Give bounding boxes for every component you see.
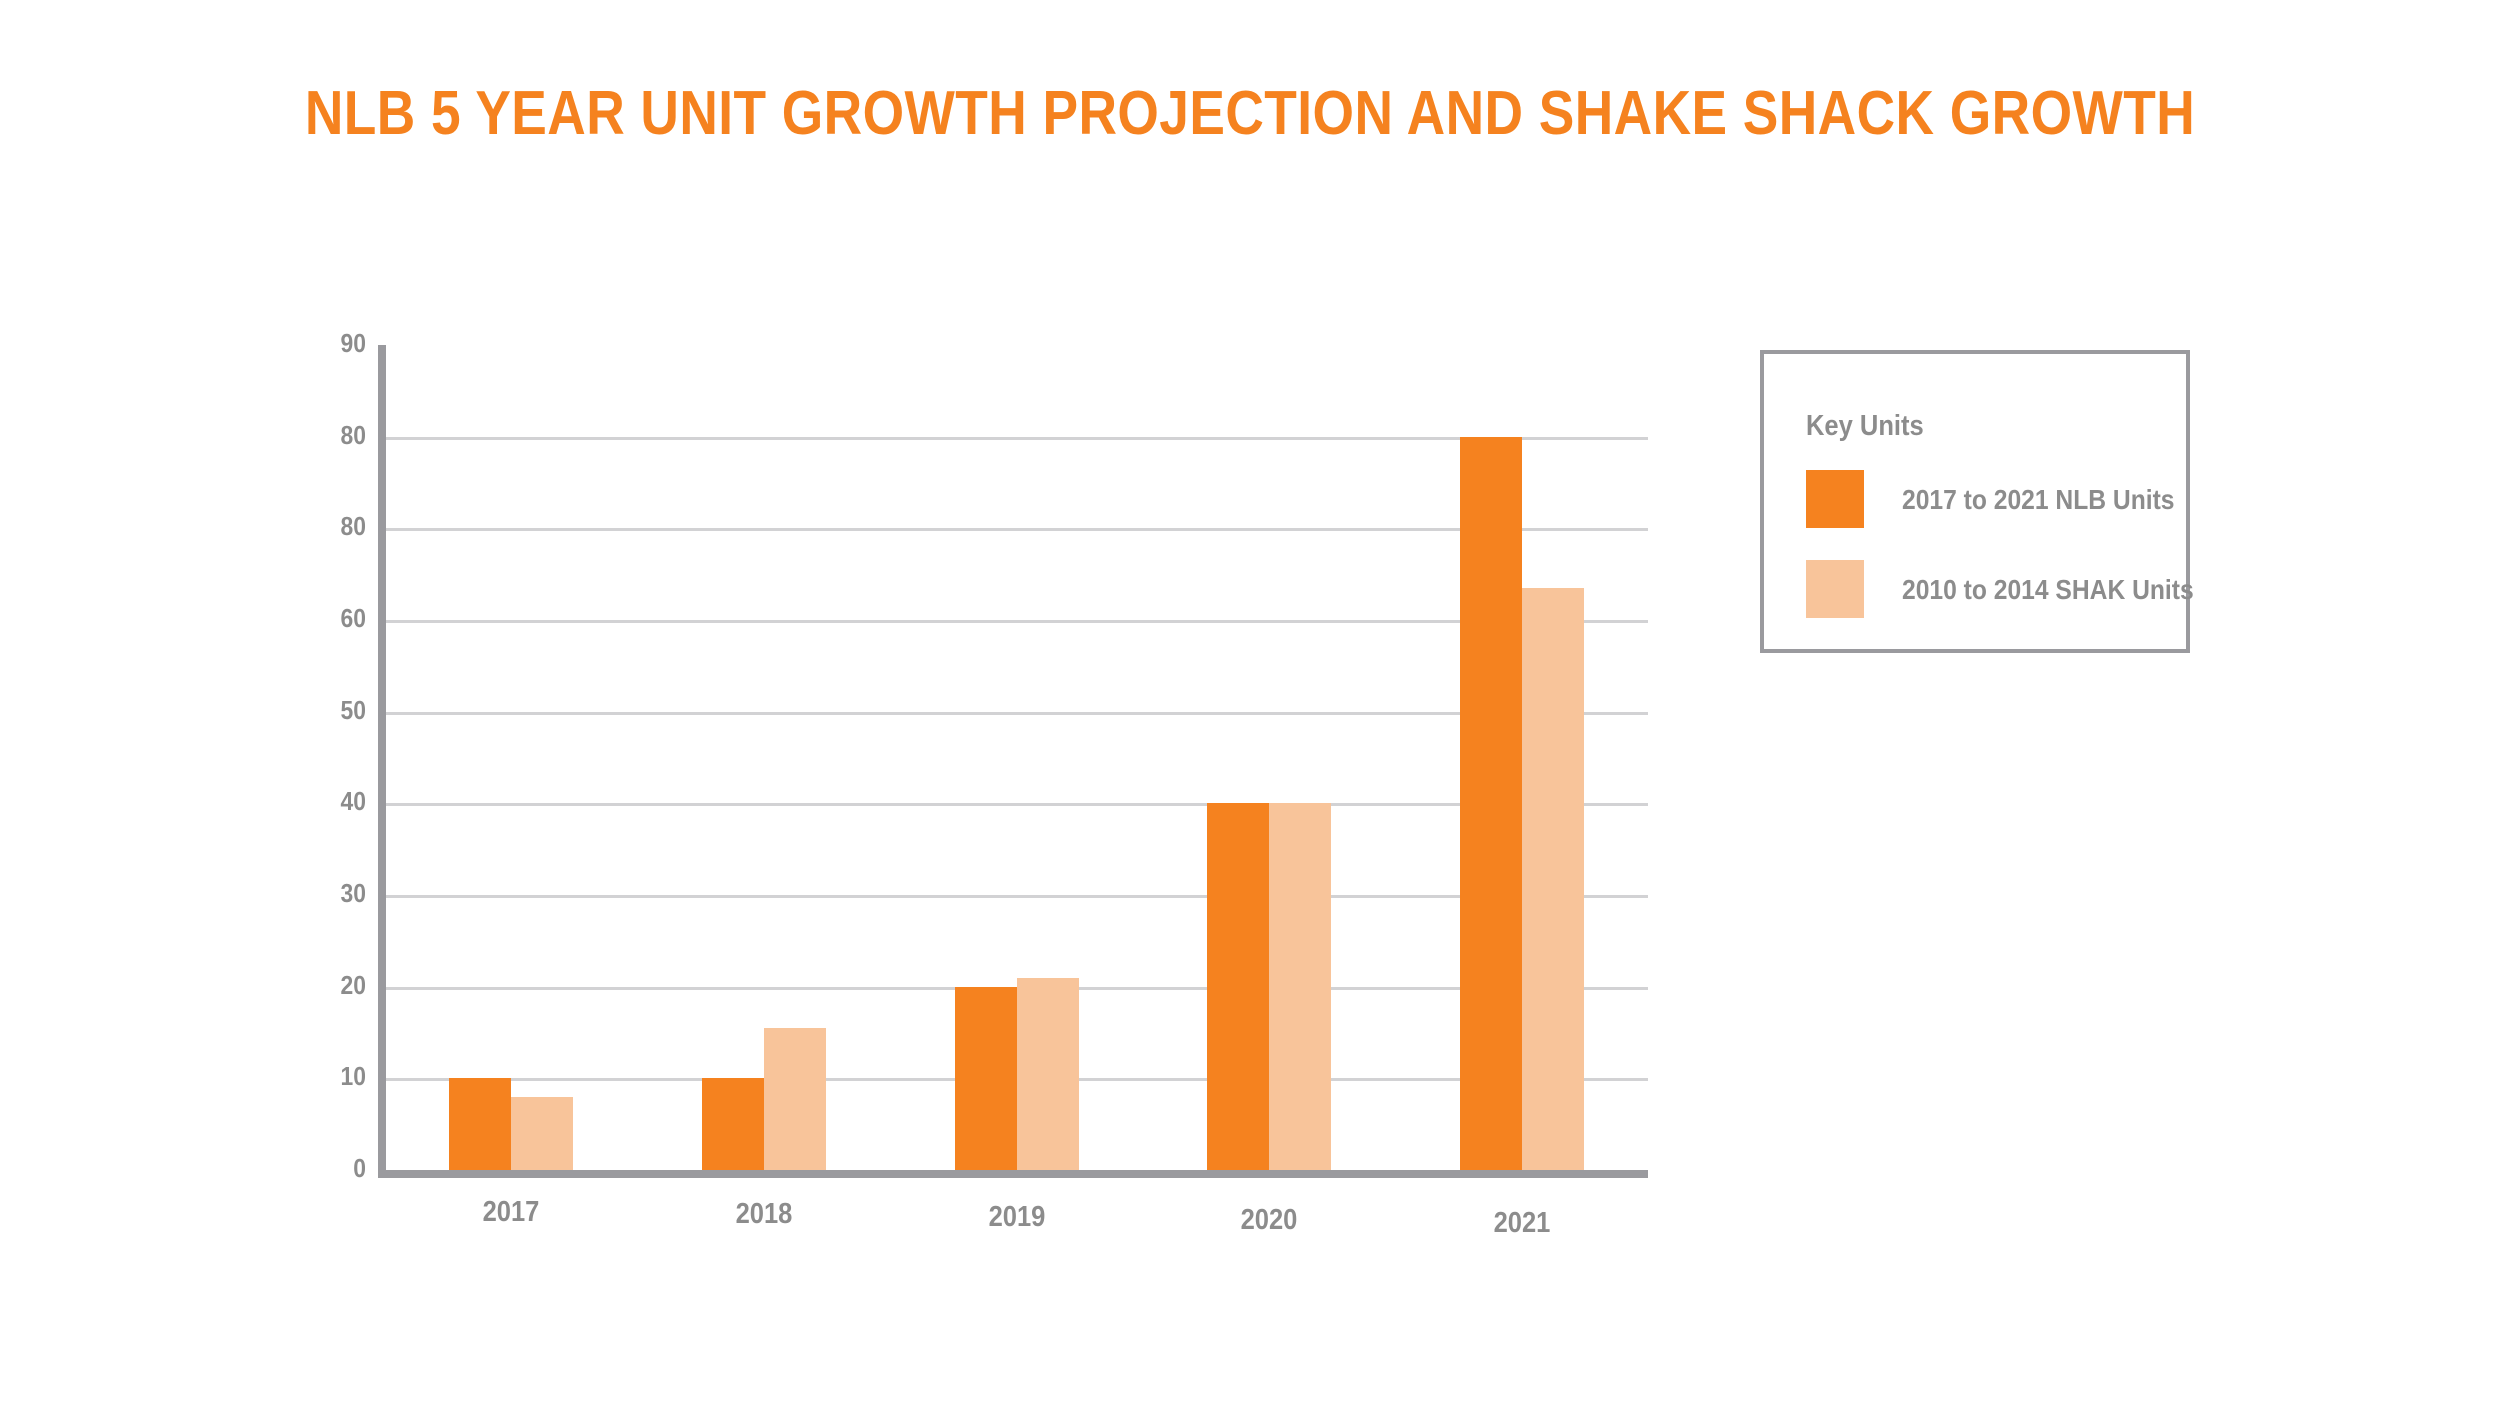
gridline: [385, 803, 1648, 807]
x-tick-label: 2017: [482, 1196, 540, 1228]
y-tick-label: 0: [353, 1153, 366, 1183]
plot-area: [385, 345, 1648, 1170]
y-tick-label: 60: [340, 603, 366, 633]
legend-label-nlb: 2017 to 2021 NLB Units: [1902, 484, 2175, 515]
x-axis-line: [378, 1170, 1648, 1178]
x-tick-label: 2021: [1493, 1207, 1551, 1239]
gridline: [385, 436, 1648, 440]
bar-2017-nlb[interactable]: [449, 1078, 512, 1170]
bar-2020-shak[interactable]: [1269, 803, 1332, 1170]
chart-legend: Key Units 2017 to 2021 NLB Units 2010 to…: [1760, 350, 2194, 653]
bar-2020-nlb[interactable]: [1207, 803, 1270, 1170]
bar-2017-shak[interactable]: [511, 1096, 574, 1170]
bar-2021-shak[interactable]: [1521, 587, 1584, 1170]
y-tick-label: 10: [340, 1061, 366, 1092]
y-tick-label: 50: [340, 694, 366, 725]
y-tick-label: 80: [340, 419, 366, 450]
legend-swatch-nlb: [1806, 470, 1864, 528]
legend-title: Key Units: [1806, 410, 1924, 442]
y-tick-label: 40: [340, 786, 366, 817]
bar-2021-nlb[interactable]: [1459, 436, 1522, 1170]
page-title: NLB 5 YEAR UNIT GROWTH PROJECTION AND SH…: [304, 79, 2196, 148]
y-tick-label: 90: [340, 328, 366, 358]
x-tick-label: 2019: [988, 1201, 1045, 1233]
bar-2019-nlb[interactable]: [954, 986, 1017, 1170]
gridline: [385, 620, 1648, 623]
gridline: [385, 528, 1648, 532]
legend-swatch-shak: [1806, 560, 1864, 618]
y-tick-label: 20: [340, 969, 366, 1000]
bar-2018-shak[interactable]: [763, 1027, 826, 1170]
y-tick-label: 30: [340, 878, 366, 908]
gridline: [385, 711, 1648, 715]
bar-2018-nlb[interactable]: [701, 1078, 764, 1170]
bar-2019-shak[interactable]: [1016, 977, 1079, 1170]
x-tick-label: 2018: [735, 1198, 793, 1230]
y-tick-label: 80: [340, 511, 366, 542]
y-axis-line: [378, 345, 386, 1177]
x-tick-label: 2020: [1240, 1204, 1298, 1236]
gridline: [385, 895, 1648, 898]
legend-label-shak: 2010 to 2014 SHAK Units: [1902, 574, 2194, 605]
